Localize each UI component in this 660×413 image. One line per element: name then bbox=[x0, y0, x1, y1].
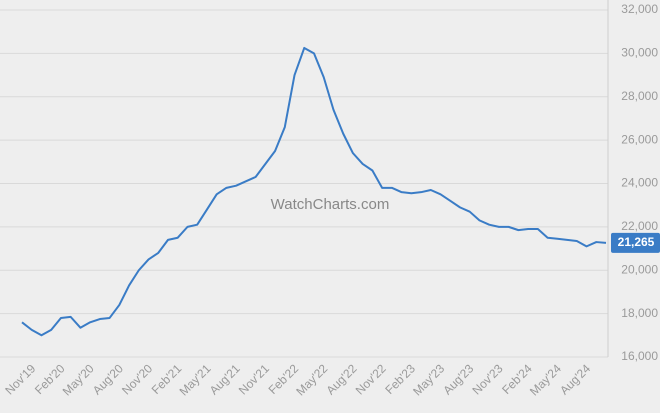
watermark: WatchCharts.com bbox=[271, 196, 390, 213]
y-tick-label: 18,000 bbox=[621, 306, 658, 320]
last-value-badge bbox=[611, 232, 660, 253]
y-tick-label: 32,000 bbox=[621, 2, 658, 16]
y-tick-label: 24,000 bbox=[621, 176, 658, 190]
y-tick-label: 30,000 bbox=[621, 46, 658, 60]
last-value-label: 21,265 bbox=[618, 235, 655, 249]
line-series bbox=[21, 46, 607, 337]
y-tick-label: 16,000 bbox=[621, 349, 658, 363]
y-tick-label: 20,000 bbox=[621, 262, 658, 276]
y-tick-label: 26,000 bbox=[621, 132, 658, 146]
y-tick-label: 22,000 bbox=[621, 219, 658, 233]
y-tick-label: 28,000 bbox=[621, 89, 658, 103]
